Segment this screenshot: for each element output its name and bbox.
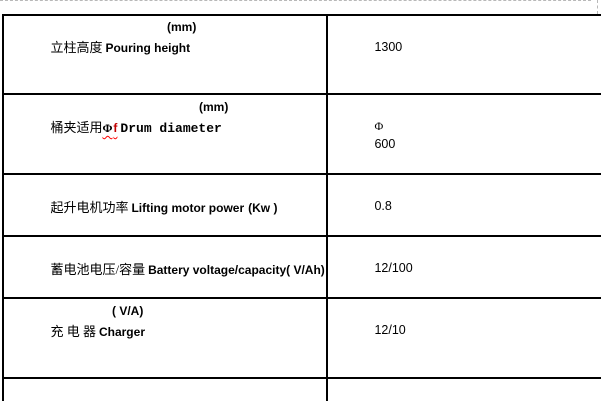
value-cell[interactable]: 0.8 [326,173,601,237]
label-unit: (mm) [167,20,197,34]
label-zh: 立柱高度 [50,40,103,55]
label-en: Battery voltage/capacity( V/Ah) [148,263,325,277]
label-cell[interactable]: 翻转角度Rotating range [2,377,328,401]
label-unit: ( V/A) [112,304,144,318]
misspelled-term: Φf [102,119,117,136]
value-cell[interactable]: Φ 600 [326,93,601,175]
label-en: Drum diameter [120,121,222,136]
value-cell[interactable]: >180° [326,377,601,401]
value-text: 12/100 [374,261,413,275]
text-boundary-top-line [0,0,591,1]
f-letter: f [113,121,118,135]
text-boundary-right-mark [597,0,598,14]
value-text: 12/10 [374,323,406,337]
label-zh: 充 电 器 [50,324,96,339]
phi-symbol: Φ [102,121,113,135]
label-en: Charger [98,325,145,339]
value-text: 0.8 [374,199,392,213]
label-unit: (Kw ) [248,201,278,215]
label-zh: 起升电机功率 [50,200,129,215]
value-text: 600 [374,137,396,151]
value-cell[interactable]: 12/10 [326,297,601,379]
label-cell[interactable]: 充 电 器 Charger ( V/A) [2,297,328,379]
table-row-battery-voltage: 蓄电池电压/容量 Battery voltage/capacity( V/Ah) … [2,235,601,299]
value-text: 1300 [374,40,403,54]
label-cell[interactable]: 蓄电池电压/容量 Battery voltage/capacity( V/Ah) [2,235,328,299]
label-cell[interactable]: 桶夹适用Φf Drum diameter (mm) [2,93,328,175]
table-row-drum-diameter: 桶夹适用Φf Drum diameter (mm) Φ 600 [2,93,601,175]
table-row-lifting-motor-power: 起升电机功率 Lifting motor power (Kw ) 0.8 [2,173,601,237]
label-en: Lifting motor power [131,201,245,215]
phi-symbol: Φ [374,119,384,133]
table-row-pouring-height: 立柱高度 Pouring height (mm) 1300 [2,14,601,95]
label-zh: 桶夹适用 [50,120,103,135]
label-zh: 蓄电池电压/容量 [50,262,146,277]
label-unit: (mm) [199,100,229,114]
label-en: Pouring height [105,41,191,55]
table-row-charger: 充 电 器 Charger ( V/A) 12/10 [2,297,601,379]
label-cell[interactable]: 起升电机功率 Lifting motor power (Kw ) [2,173,328,237]
table-row-rotating-range: 翻转角度Rotating range >180° [2,377,601,401]
value-cell[interactable]: 12/100 [326,235,601,299]
spec-table: 立柱高度 Pouring height (mm) 1300 桶夹适用Φf Drum … [2,14,601,401]
label-cell[interactable]: 立柱高度 Pouring height (mm) [2,14,328,95]
value-cell[interactable]: 1300 [326,14,601,95]
